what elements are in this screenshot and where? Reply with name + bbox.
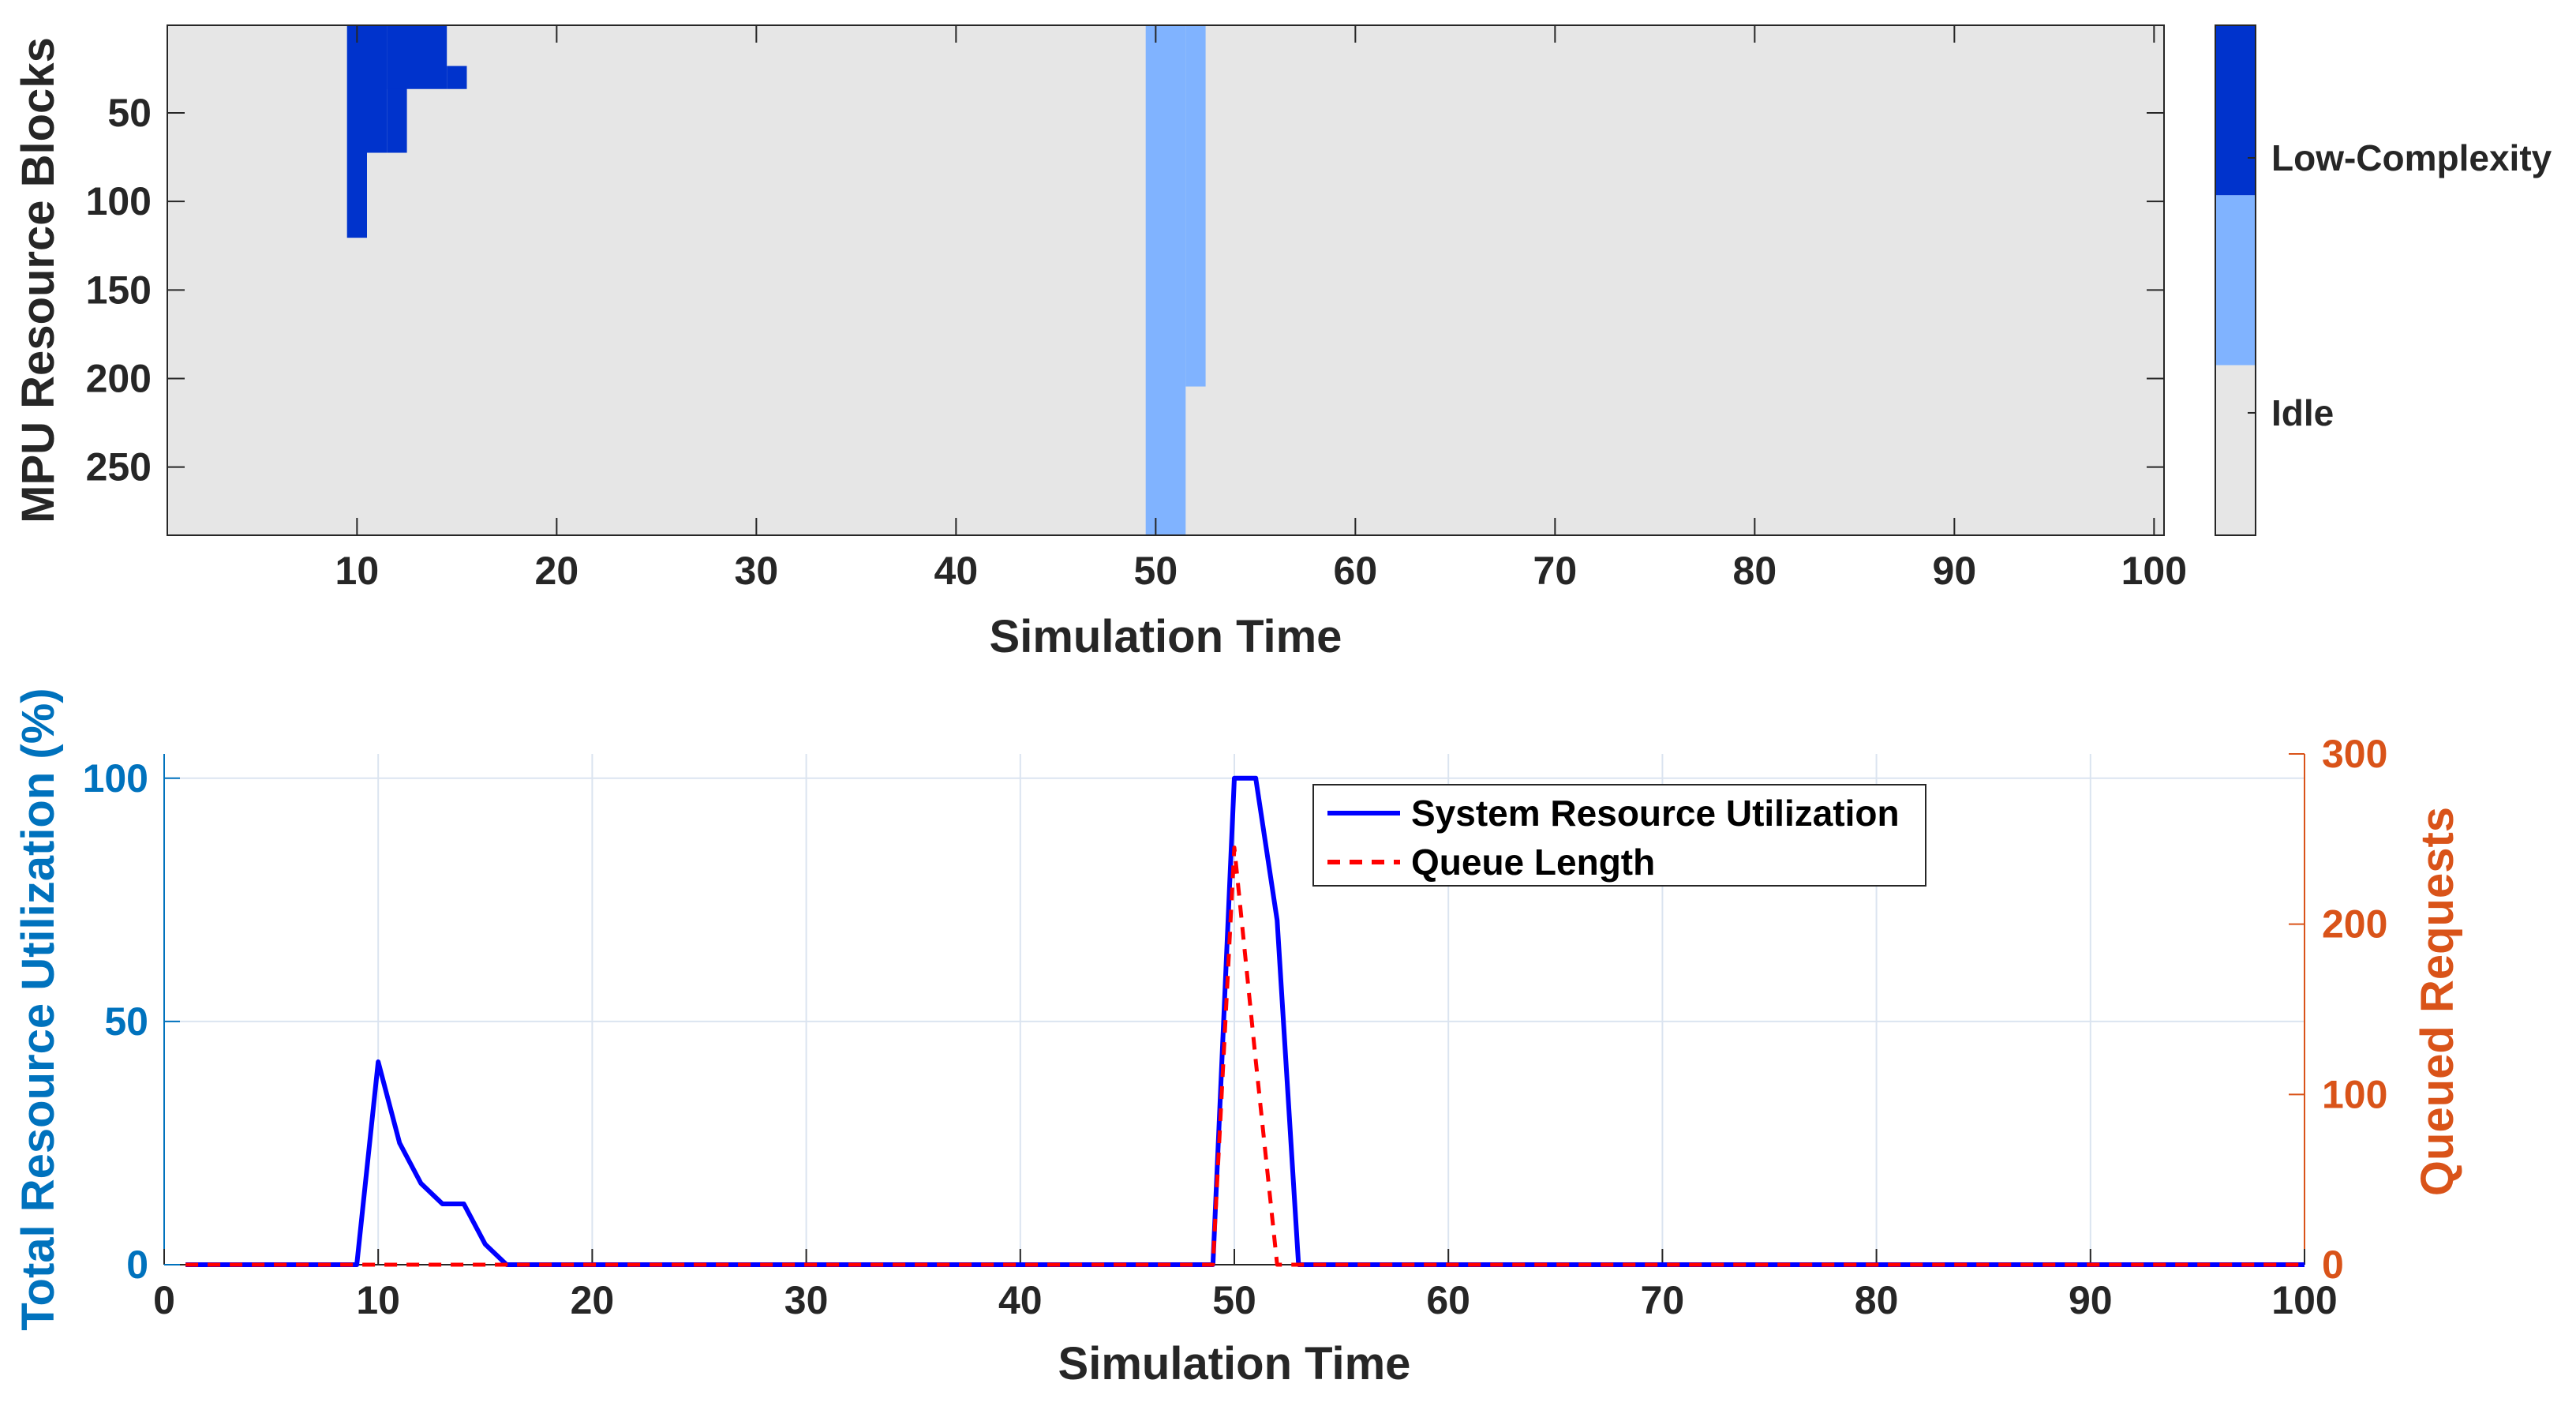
series-line-1 bbox=[185, 845, 2305, 1267]
line-chart-x-tick-label: 20 bbox=[571, 1278, 615, 1322]
heatmap-x-tick-label: 50 bbox=[1134, 549, 1178, 593]
line-chart-right-axis-label: Queued Requests bbox=[2412, 807, 2463, 1196]
heatmap-x-tick-label: 10 bbox=[335, 549, 380, 593]
heatmap-x-tick-label: 60 bbox=[1334, 549, 1378, 593]
line-chart-x-tick-label: 10 bbox=[356, 1278, 400, 1322]
legend-box bbox=[1312, 784, 1926, 887]
heatmap-x-axis-label: Simulation Time bbox=[990, 611, 1342, 662]
heatmap-y-tick-label: 250 bbox=[86, 445, 152, 489]
heatmap-x-tick-label: 100 bbox=[2121, 549, 2187, 593]
heatmap-block-6 bbox=[1185, 25, 1206, 387]
colorbar-segment-idle bbox=[2215, 365, 2256, 535]
heatmap-x-tick-label: 70 bbox=[1533, 549, 1578, 593]
line-chart-x-tick-label: 0 bbox=[153, 1278, 175, 1322]
line-chart-x-tick-label: 100 bbox=[2271, 1278, 2337, 1322]
colorbar-box bbox=[2215, 24, 2256, 536]
heatmap-x-tick-label: 90 bbox=[1933, 549, 1977, 593]
line-chart-right-tick-label: 300 bbox=[2322, 732, 2387, 776]
line-chart-x-tick-label: 40 bbox=[998, 1278, 1043, 1322]
heatmap-block-1 bbox=[367, 25, 388, 153]
heatmap-y-tick-label: 50 bbox=[107, 91, 152, 135]
line-chart-x-tick-label: 60 bbox=[1426, 1278, 1470, 1322]
line-chart-x-tick-label: 30 bbox=[784, 1278, 829, 1322]
line-chart-x-tick-label: 70 bbox=[1641, 1278, 1685, 1322]
line-chart-right-tick-label: 200 bbox=[2322, 902, 2387, 947]
heatmap-block-5 bbox=[1145, 25, 1186, 535]
line-chart-right-tick-label: 0 bbox=[2322, 1243, 2344, 1287]
colorbar-label: Idle bbox=[2271, 392, 2334, 433]
line-chart-left-tick-label: 100 bbox=[83, 756, 148, 800]
heatmap-x-tick-label: 20 bbox=[535, 549, 579, 593]
legend-label-0: System Resource Utilization bbox=[1411, 793, 1900, 834]
heatmap-y-tick-label: 100 bbox=[86, 179, 152, 223]
colorbar-segment-intermediate bbox=[2215, 195, 2256, 366]
line-chart-left-tick-label: 0 bbox=[126, 1243, 148, 1287]
line-chart-x-tick-label: 80 bbox=[1855, 1278, 1899, 1322]
line-chart-x-axis-label: Simulation Time bbox=[1058, 1338, 1411, 1389]
utilization-line-chart: 0 10 20 30 40 50 60 70 80 90 1000501000100200300Si… bbox=[13, 688, 2463, 1389]
line-chart-right-tick-label: 100 bbox=[2322, 1072, 2387, 1116]
heatmap-block-3 bbox=[387, 25, 447, 89]
heatmap-x-tick-label: 30 bbox=[735, 549, 779, 593]
colorbar-segment-low-complexity bbox=[2215, 25, 2256, 196]
series-line-0 bbox=[185, 775, 2305, 1267]
heatmap-block-4 bbox=[447, 66, 467, 89]
heatmap-y-tick-label: 200 bbox=[86, 356, 152, 400]
line-chart-left-tick-label: 50 bbox=[104, 999, 148, 1044]
heatmap-axes-box bbox=[167, 24, 2165, 536]
state-colorbar: Low-Complexity Idle bbox=[2215, 24, 2552, 536]
heatmap-y-axis-label: MPU Resource Blocks bbox=[13, 37, 64, 523]
heatmap-x-tick-label: 80 bbox=[1733, 549, 1777, 593]
line-chart-left-axis-label: Total Resource Utilization (%) bbox=[13, 688, 64, 1330]
resource-heatmap-chart: 10 20 30 40 50 60 70 80 90 100 50 100 150 200 250 Simul… bbox=[13, 24, 2187, 662]
line-chart-x-tick-label: 90 bbox=[2069, 1278, 2113, 1322]
colorbar-label: Low-Complexity bbox=[2271, 137, 2552, 178]
heatmap-block-0 bbox=[346, 25, 367, 238]
line-chart-x-tick-label: 50 bbox=[1212, 1278, 1256, 1322]
legend-label-1: Queue Length bbox=[1411, 842, 1655, 883]
heatmap-y-tick-label: 150 bbox=[86, 268, 152, 312]
heatmap-x-tick-label: 40 bbox=[934, 549, 979, 593]
